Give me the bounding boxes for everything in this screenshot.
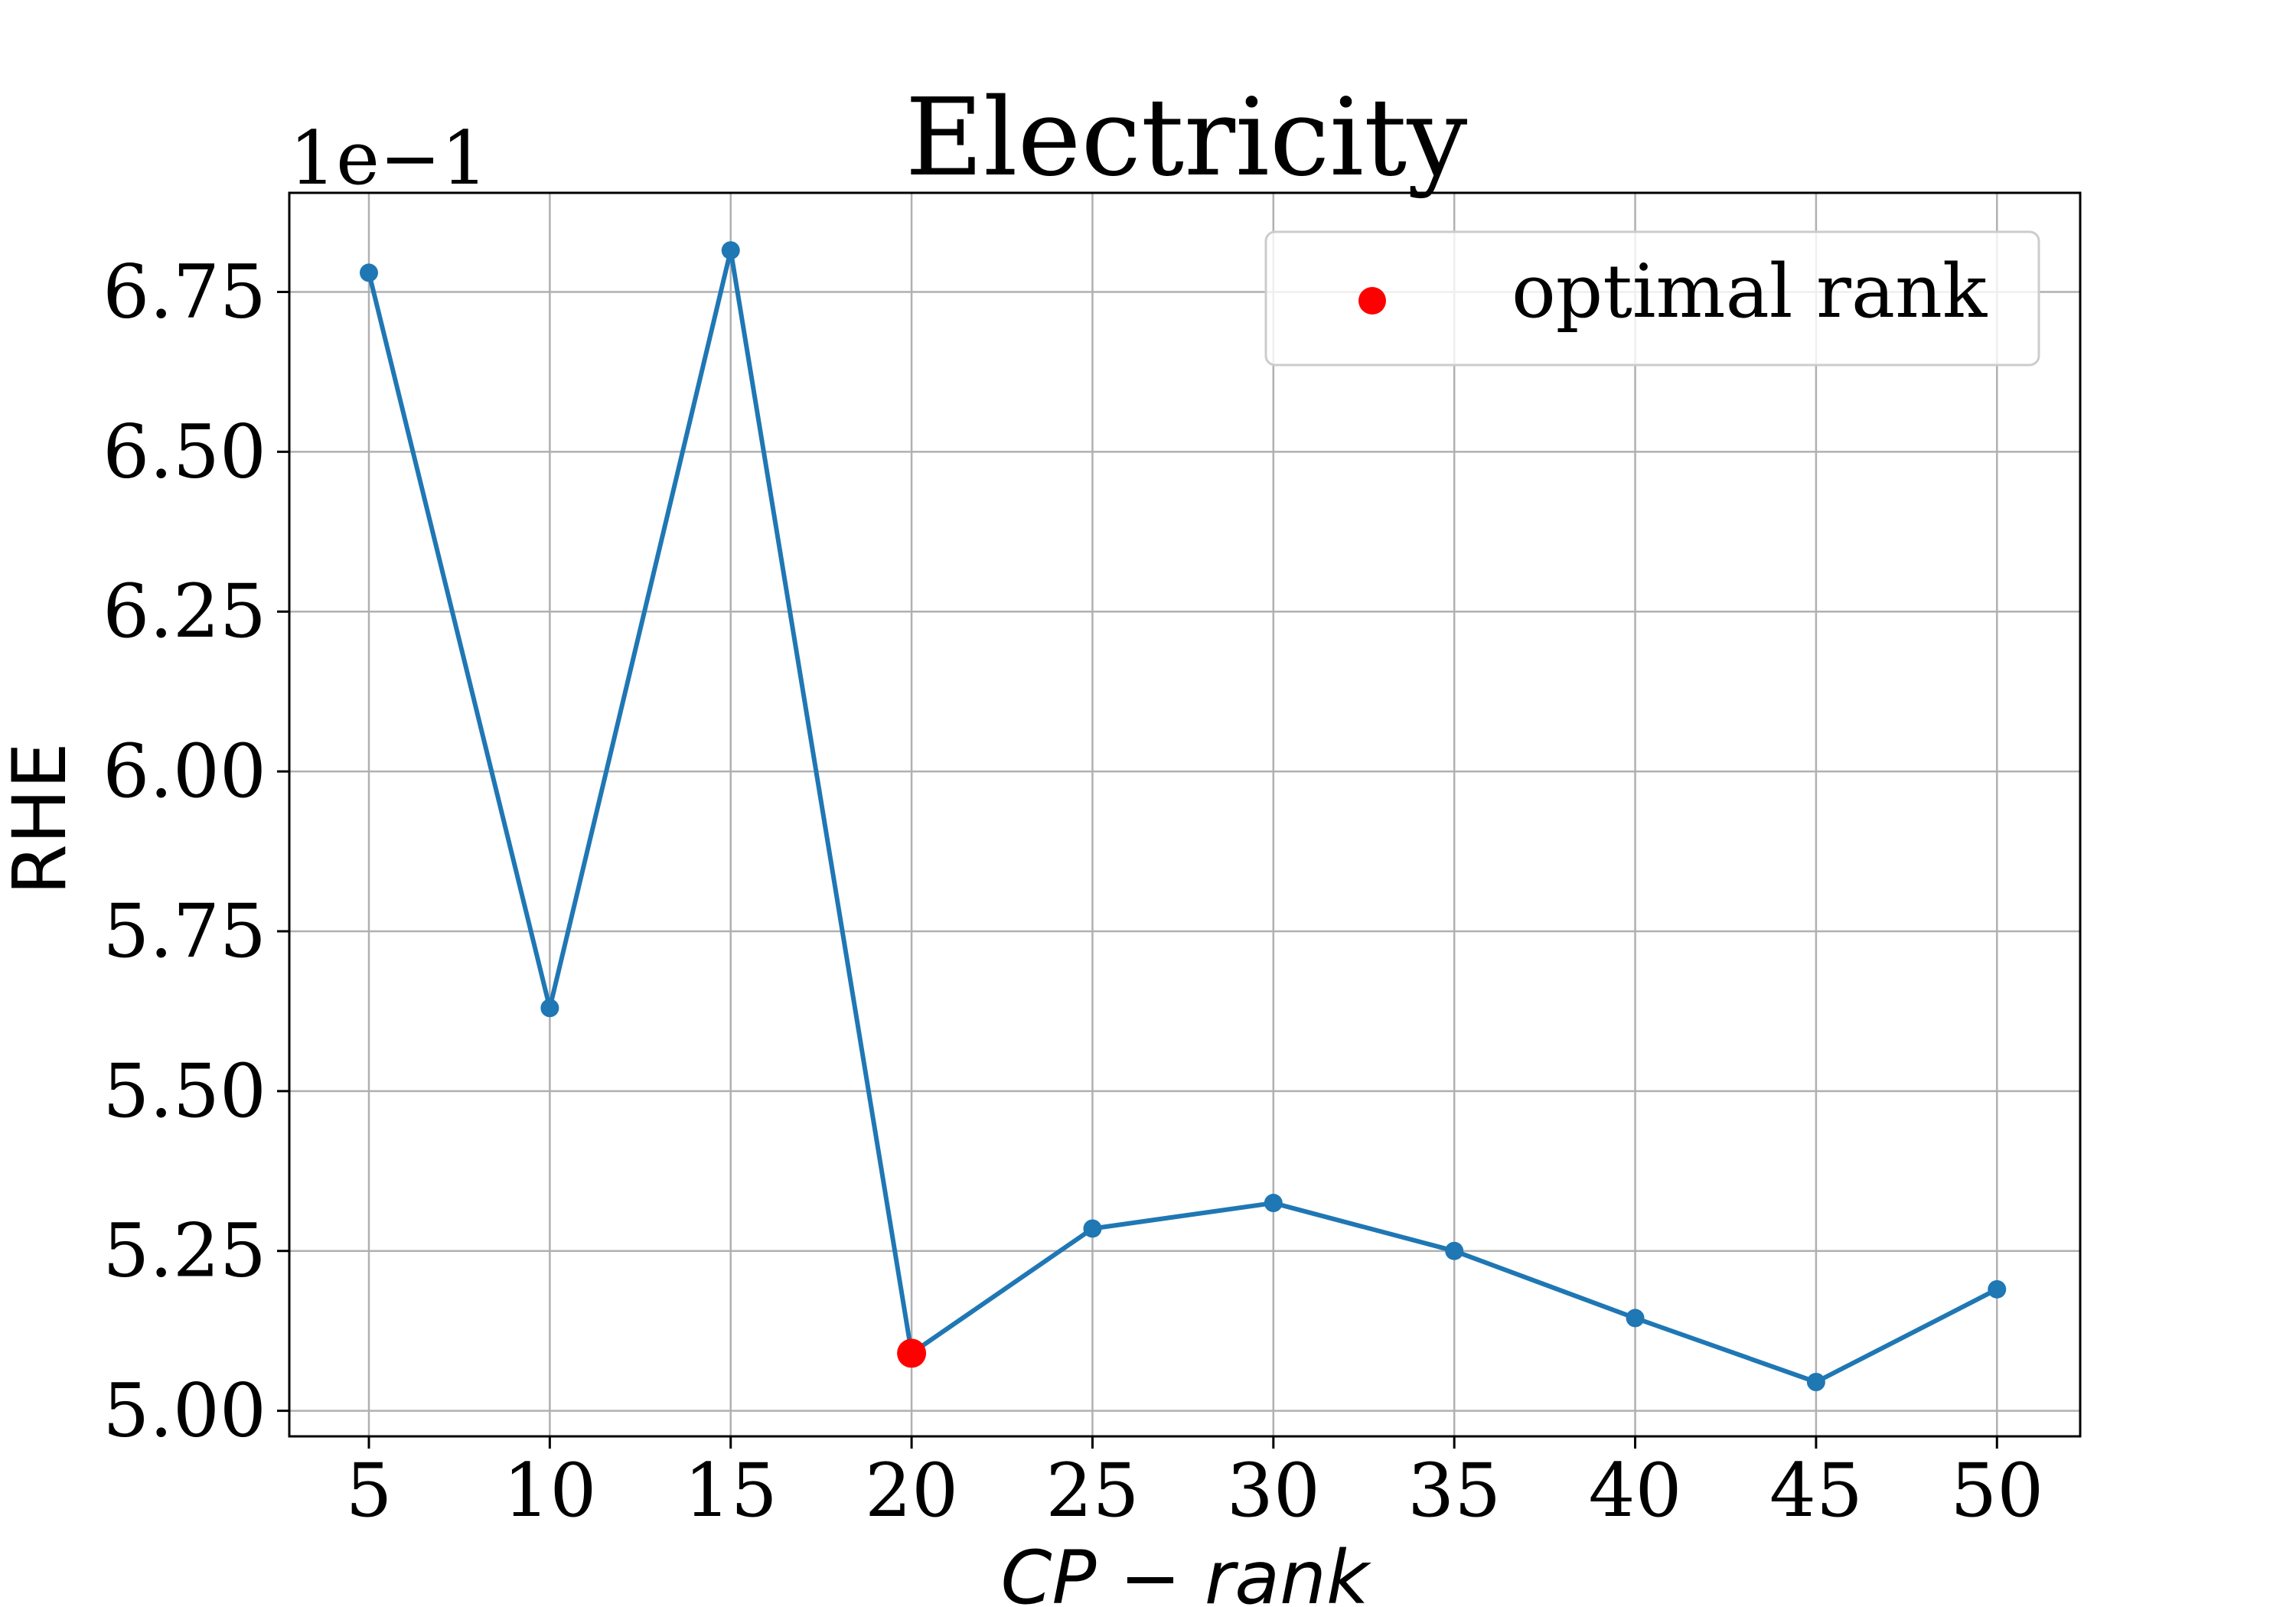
y-tick-label: 5.25 [103, 1208, 266, 1294]
y-tick-label: 6.50 [103, 409, 266, 494]
data-point [721, 241, 740, 260]
x-tick-label: 40 [1588, 1448, 1681, 1534]
x-tick-label: 35 [1407, 1448, 1501, 1534]
data-point [1264, 1194, 1283, 1213]
legend-label-optimal-rank: optimal rank [1512, 249, 1988, 334]
legend-marker-optimal-rank [1358, 287, 1386, 315]
series-line-group [367, 248, 1998, 1384]
data-point [1445, 1241, 1464, 1260]
plot-frame [288, 191, 2082, 1438]
legend: optimal rank [1264, 230, 2040, 367]
y-tick-label: 5.00 [103, 1368, 266, 1454]
y-axis-label: RHE [0, 742, 83, 895]
data-point [540, 999, 559, 1018]
legend-box [1264, 230, 2040, 367]
y-tick-label: 5.75 [103, 888, 266, 974]
y-tick-label: 6.00 [103, 729, 266, 814]
data-point [1626, 1309, 1645, 1328]
x-tick-label: 10 [503, 1448, 596, 1534]
x-tick-label: 20 [865, 1448, 958, 1534]
data-point [360, 263, 378, 282]
optimal-rank-point [897, 1338, 927, 1368]
y-tick-label: 5.50 [103, 1048, 266, 1134]
y-axis-ticks: 5.00 5.25 5.50 5.75 6.00 6.25 6.50 6.75 [103, 249, 289, 1454]
y-axis-offset-label: 1e−1 [289, 116, 488, 201]
x-tick-label: 45 [1769, 1448, 1863, 1534]
x-tick-label: 5 [345, 1448, 392, 1534]
grid [289, 193, 2080, 1436]
x-tick-label: 15 [684, 1448, 778, 1534]
data-points [360, 241, 2007, 1391]
x-tick-label: 25 [1045, 1448, 1139, 1534]
chart-title: Electricity [905, 76, 1468, 200]
y-tick-label: 6.75 [103, 249, 266, 334]
data-point [1806, 1372, 1825, 1391]
x-tick-label: 50 [1950, 1448, 2043, 1534]
data-point [1988, 1279, 2007, 1299]
x-tick-label: 30 [1227, 1448, 1320, 1534]
x-axis-ticks: 5 10 15 20 25 30 35 40 45 50 [345, 1436, 2043, 1534]
x-axis-label: CP − rank [1000, 1535, 1371, 1607]
y-tick-label: 6.25 [103, 569, 266, 654]
series-line [367, 248, 1998, 1384]
data-point [1083, 1219, 1102, 1238]
